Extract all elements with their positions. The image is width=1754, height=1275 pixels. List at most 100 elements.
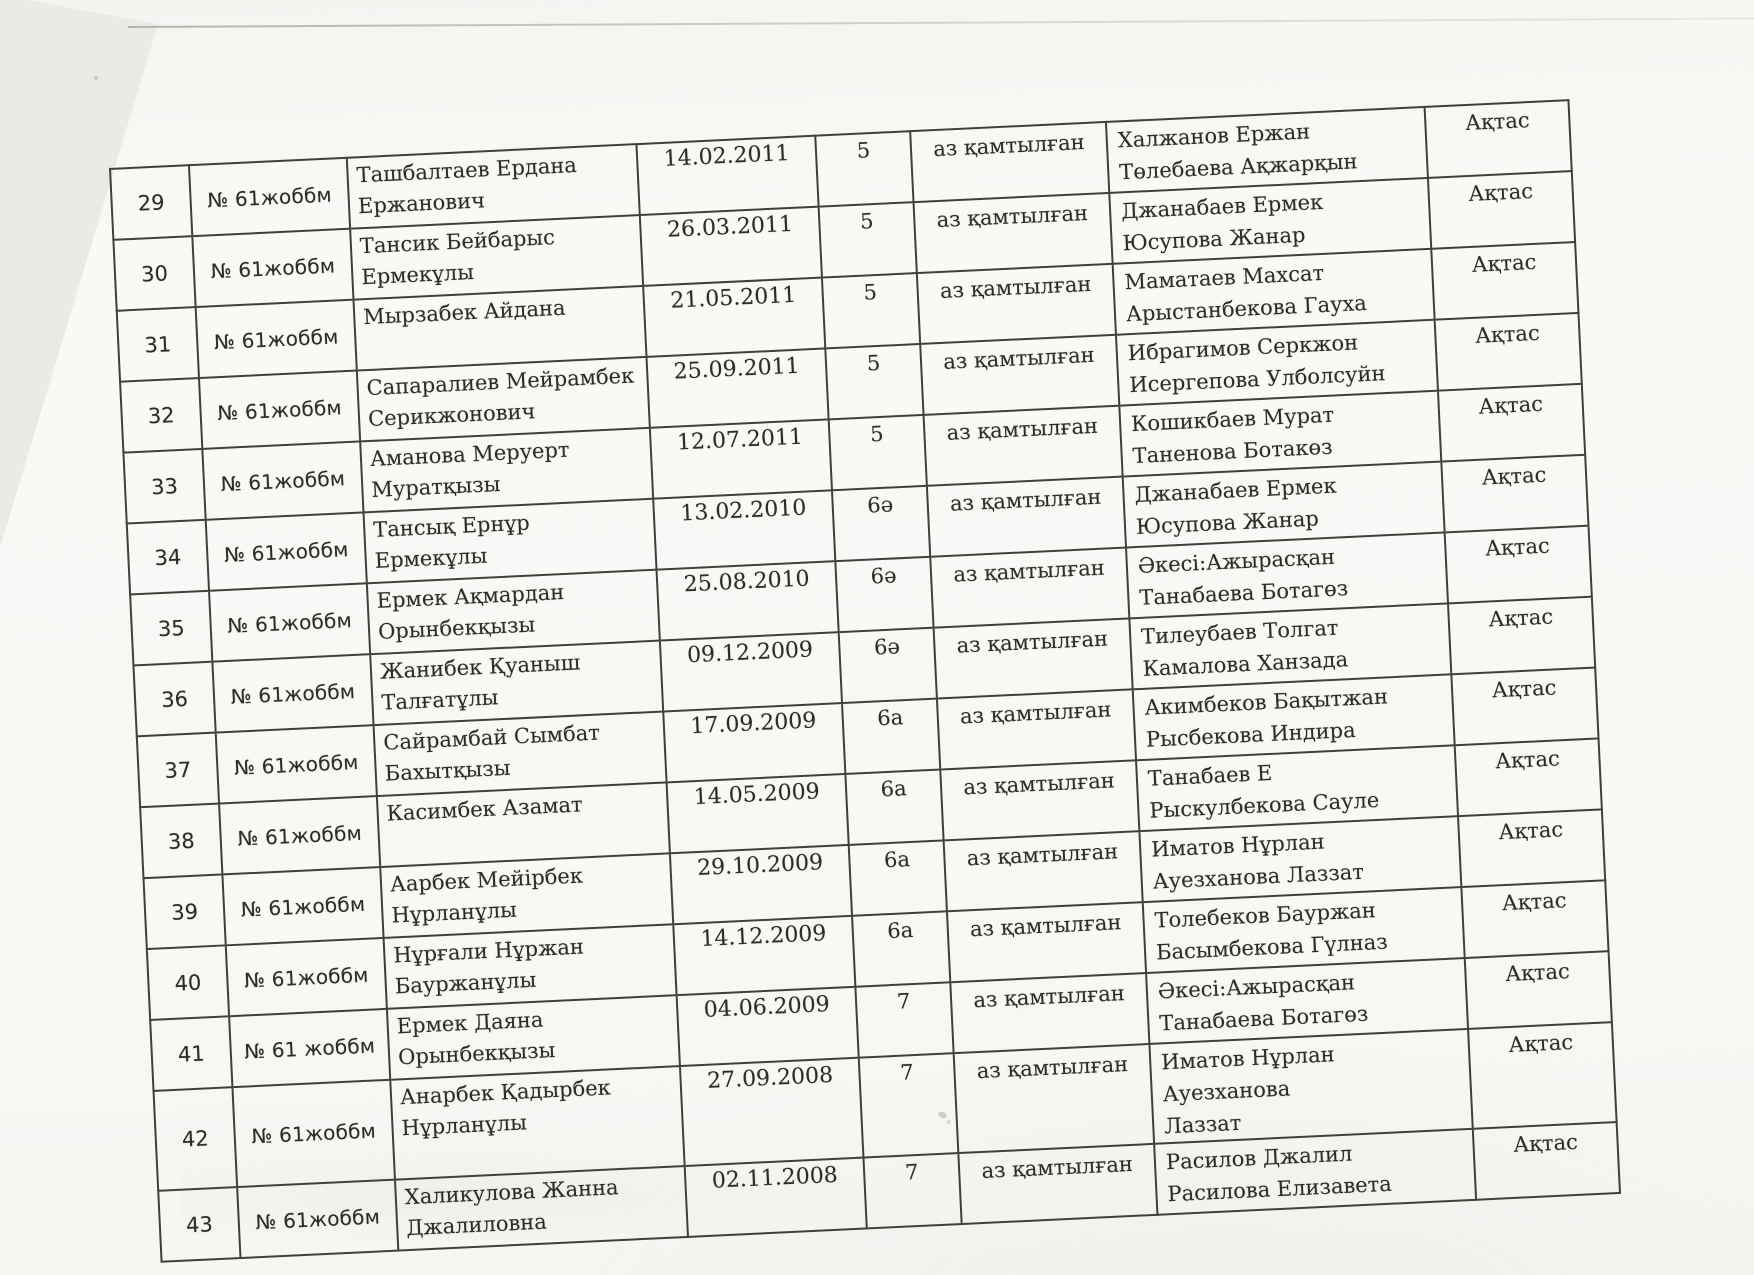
cell-location: Ақтас	[1461, 880, 1609, 959]
cell-row-number: 43	[158, 1187, 241, 1262]
cell-student-name: Жанибек Қуаныш Талғатұлы	[370, 640, 664, 726]
cell-grade: 5	[821, 273, 921, 349]
cell-location: Ақтас	[1431, 242, 1579, 320]
cell-location: Ақтас	[1451, 667, 1599, 746]
cell-grade: 7	[855, 982, 954, 1058]
cell-row-number: 34	[126, 519, 210, 595]
cell-status: аз қамтылған	[946, 902, 1147, 983]
cell-row-number: 33	[123, 448, 206, 524]
cell-birth-date: 25.08.2010	[656, 561, 839, 641]
cell-birth-date: 14.05.2009	[666, 773, 849, 854]
cell-student-name: Касимбек Азамат	[376, 782, 670, 867]
cell-school: № 61жоббм	[222, 866, 384, 946]
cell-school: № 61жоббм	[232, 1079, 395, 1188]
cell-birth-date: 09.12.2009	[659, 632, 843, 712]
cell-row-number: 29	[110, 165, 193, 240]
cell-birth-date: 13.02.2010	[653, 490, 836, 570]
cell-school: № 61 жоббм	[229, 1008, 391, 1088]
cell-status: аз қамтылған	[936, 689, 1137, 770]
cell-location: Ақтас	[1447, 596, 1596, 675]
cell-school: № 61жоббм	[198, 370, 361, 449]
cell-status: аз қамтылған	[950, 973, 1150, 1054]
cell-grade: 5	[815, 131, 914, 207]
cell-birth-date: 26.03.2011	[639, 206, 822, 286]
cell-status: аз қамтылған	[910, 121, 1110, 203]
cell-grade: 6а	[848, 840, 947, 916]
cell-grade: 6ә	[831, 485, 931, 562]
cell-location: Ақтас	[1464, 951, 1612, 1029]
cell-school: № 61жоббм	[215, 725, 377, 804]
cell-school: № 61жоббм	[188, 157, 351, 237]
cell-birth-date: 14.02.2011	[636, 135, 819, 216]
cell-school: № 61жоббм	[237, 1179, 399, 1259]
cell-grade: 5	[825, 343, 924, 420]
cell-student-name: Аарбек Мейірбек Нұрланұлы	[380, 853, 674, 938]
cell-grade: 6а	[845, 769, 944, 845]
cell-student-name: Сапаралиев Мейрамбек Серикжонович	[356, 356, 650, 442]
cell-status: аз қамтылған	[916, 263, 1116, 344]
cell-row-number: 40	[146, 945, 230, 1021]
cell-birth-date: 02.11.2008	[684, 1157, 867, 1237]
cell-grade: 6ә	[835, 556, 934, 633]
cell-location: Ақтас	[1441, 454, 1589, 533]
cell-birth-date: 04.06.2009	[676, 986, 859, 1067]
cell-status: аз қамтылған	[940, 760, 1140, 841]
cell-student-name: Сайрамбай Сымбат Бахытқызы	[373, 711, 667, 797]
table-wrap: 29 № 61жоббм Ташбалтаев Ердана Ержанович…	[109, 99, 1620, 1263]
cell-row-number: 38	[140, 803, 223, 879]
cell-grade: 6ә	[838, 627, 937, 704]
cell-status: аз қамтылған	[943, 831, 1143, 912]
cell-student-name: Ермек Даяна Орынбекқызы	[386, 995, 680, 1080]
cell-status: аз қамтылған	[913, 192, 1113, 274]
cell-student-name: Анарбек Қадырбек Нұрланұлы	[390, 1066, 685, 1180]
cell-school: № 61жоббм	[225, 937, 387, 1017]
cell-status: аз қамтылған	[920, 334, 1120, 415]
cell-location: Ақтас	[1437, 383, 1586, 462]
cell-school: № 61жоббм	[209, 583, 371, 662]
cell-student-name: Аманова Меруерт Муратқызы	[360, 427, 654, 513]
cell-row-number: 30	[113, 236, 196, 311]
cell-location: Ақтас	[1424, 100, 1572, 178]
cell-row-number: 36	[133, 661, 216, 737]
cell-row-number: 37	[136, 732, 220, 808]
cell-grade: 7	[858, 1053, 959, 1158]
cell-student-name: Халикулова Жанна Джалиловна	[394, 1165, 688, 1251]
cell-location: Ақтас	[1454, 738, 1602, 817]
cell-location: Ақтас	[1458, 809, 1606, 888]
cell-grade: 5	[818, 202, 917, 278]
cell-grade: 5	[828, 414, 927, 491]
cell-status: аз қамтылған	[933, 618, 1133, 699]
cell-birth-date: 27.09.2008	[679, 1057, 864, 1166]
cell-school: № 61жоббм	[195, 299, 357, 378]
cell-status: аз қамтылған	[953, 1043, 1155, 1154]
cell-grade: 6а	[852, 911, 951, 987]
cell-location: Ақтас	[1444, 525, 1592, 604]
cell-location: Ақтас	[1472, 1122, 1620, 1200]
cell-birth-date: 21.05.2011	[643, 277, 826, 357]
cell-status: аз қамтылған	[926, 476, 1127, 557]
cell-birth-date: 17.09.2009	[663, 703, 846, 783]
cell-school: № 61жоббм	[212, 654, 374, 733]
cell-status: аз қамтылған	[930, 547, 1130, 628]
cell-location: Ақтас	[1468, 1022, 1617, 1129]
table-body: 29 № 61жоббм Ташбалтаев Ердана Ержанович…	[110, 100, 1620, 1262]
cell-row-number: 35	[130, 590, 213, 666]
cell-student-name: Мырзабек Айдана	[353, 285, 647, 371]
cell-student-name: Нұрғали Нұржан Бауржанұлы	[383, 924, 677, 1009]
cell-school: № 61жоббм	[205, 512, 367, 591]
cell-grade: 6а	[842, 698, 941, 774]
cell-birth-date: 25.09.2011	[646, 348, 829, 428]
cell-birth-date: 12.07.2011	[649, 419, 832, 499]
cell-birth-date: 29.10.2009	[669, 844, 853, 925]
cell-school: № 61жоббм	[202, 441, 364, 520]
cell-row-number: 42	[153, 1087, 238, 1191]
cell-school: № 61жоббм	[219, 796, 381, 875]
cell-row-number: 41	[150, 1016, 233, 1091]
cell-parents: Расилов Джалил Расилова Елизавета	[1154, 1128, 1477, 1215]
cell-student-name: Ермек Ақмардан Орынбекқызы	[366, 569, 660, 655]
cell-row-number: 39	[143, 874, 226, 950]
cell-grade: 7	[863, 1153, 962, 1229]
cell-location: Ақтас	[1427, 171, 1576, 249]
cell-row-number: 32	[120, 377, 203, 453]
